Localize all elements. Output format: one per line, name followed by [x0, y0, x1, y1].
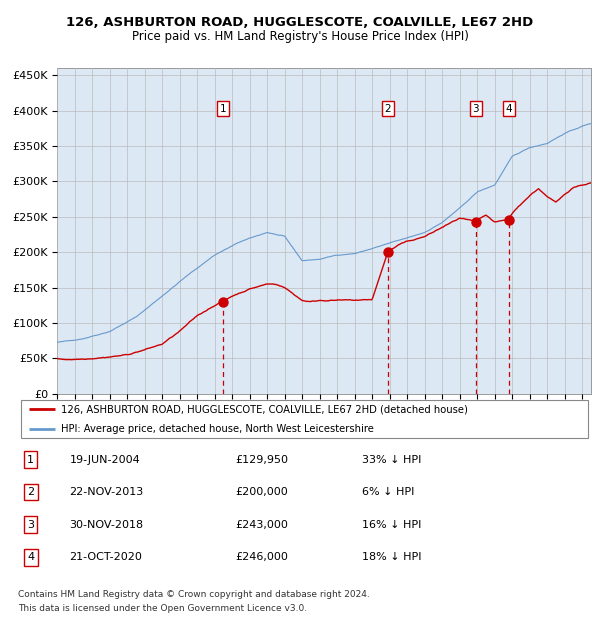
- Text: 126, ASHBURTON ROAD, HUGGLESCOTE, COALVILLE, LE67 2HD: 126, ASHBURTON ROAD, HUGGLESCOTE, COALVI…: [67, 16, 533, 29]
- Text: 30-NOV-2018: 30-NOV-2018: [70, 520, 143, 529]
- Text: 1: 1: [220, 104, 226, 114]
- Text: 2: 2: [385, 104, 391, 114]
- Text: £129,950: £129,950: [236, 454, 289, 464]
- Text: 126, ASHBURTON ROAD, HUGGLESCOTE, COALVILLE, LE67 2HD (detached house): 126, ASHBURTON ROAD, HUGGLESCOTE, COALVI…: [61, 404, 468, 414]
- Text: £246,000: £246,000: [236, 552, 289, 562]
- Text: 18% ↓ HPI: 18% ↓ HPI: [362, 552, 421, 562]
- Text: 4: 4: [505, 104, 512, 114]
- Text: £243,000: £243,000: [236, 520, 289, 529]
- Text: HPI: Average price, detached house, North West Leicestershire: HPI: Average price, detached house, Nort…: [61, 424, 374, 434]
- Text: 3: 3: [27, 520, 34, 529]
- Text: Contains HM Land Registry data © Crown copyright and database right 2024.: Contains HM Land Registry data © Crown c…: [18, 590, 370, 600]
- Text: This data is licensed under the Open Government Licence v3.0.: This data is licensed under the Open Gov…: [18, 604, 307, 613]
- Text: 33% ↓ HPI: 33% ↓ HPI: [362, 454, 421, 464]
- Text: 21-OCT-2020: 21-OCT-2020: [70, 552, 142, 562]
- Text: 3: 3: [472, 104, 479, 114]
- Text: 22-NOV-2013: 22-NOV-2013: [70, 487, 144, 497]
- Text: 1: 1: [27, 454, 34, 464]
- FancyBboxPatch shape: [21, 400, 588, 438]
- Text: Price paid vs. HM Land Registry's House Price Index (HPI): Price paid vs. HM Land Registry's House …: [131, 30, 469, 43]
- Text: 19-JUN-2004: 19-JUN-2004: [70, 454, 140, 464]
- Text: 4: 4: [27, 552, 34, 562]
- Text: 2: 2: [27, 487, 34, 497]
- Text: 6% ↓ HPI: 6% ↓ HPI: [362, 487, 414, 497]
- Text: 16% ↓ HPI: 16% ↓ HPI: [362, 520, 421, 529]
- Text: £200,000: £200,000: [236, 487, 289, 497]
